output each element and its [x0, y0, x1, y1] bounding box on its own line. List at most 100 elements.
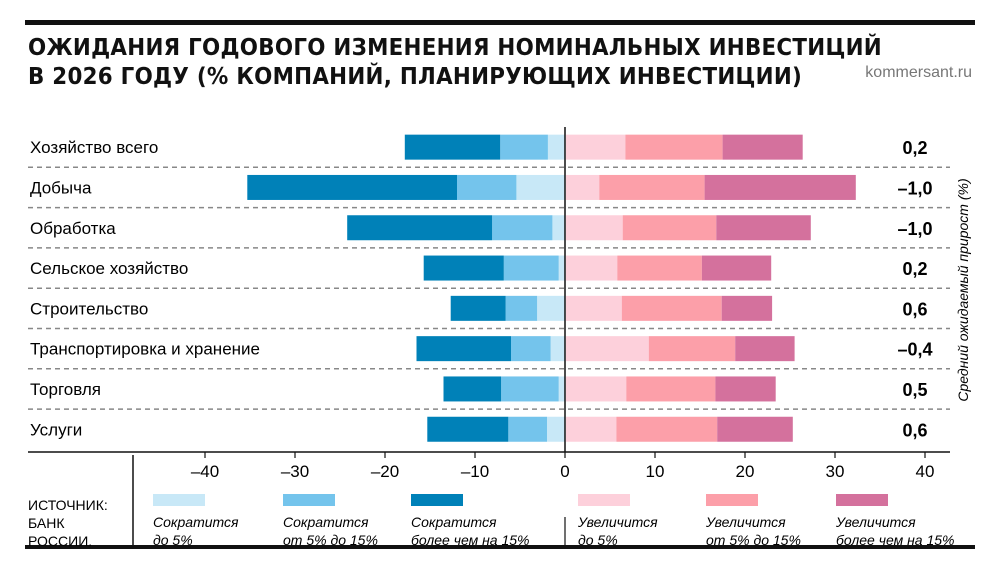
x-tick-label: –40 — [191, 462, 219, 481]
bar-segment — [617, 255, 702, 281]
source-text: БАНК — [28, 515, 65, 531]
bar-segment — [717, 416, 793, 442]
bar-segment — [450, 295, 506, 321]
average-value: 0,5 — [902, 380, 927, 400]
chart-title: ОЖИДАНИЯ ГОДОВОГО ИЗМЕНЕНИЯ НОМИНАЛЬНЫХ … — [28, 34, 882, 92]
x-tick-label: 10 — [646, 462, 665, 481]
bar-segment — [247, 174, 457, 200]
legend-label: Увеличится — [835, 514, 916, 530]
site-label: kommersant.ru — [865, 64, 972, 81]
bar-segment — [427, 416, 509, 442]
legend-label: Сократится — [283, 514, 369, 530]
bar-segment — [622, 215, 717, 241]
bar-segment — [722, 134, 803, 160]
x-tick-label: 0 — [560, 462, 569, 481]
category-label: Добыча — [30, 178, 92, 197]
top-rule — [25, 20, 975, 25]
bar-segment — [547, 416, 565, 442]
legend-label: Увеличится — [577, 514, 658, 530]
average-value: –0,4 — [897, 340, 932, 360]
average-value: 0,2 — [902, 259, 927, 279]
bar-segment — [423, 255, 504, 281]
category-label: Услуги — [30, 420, 82, 439]
bar-segment — [735, 336, 795, 362]
category-label: Торговля — [30, 380, 101, 399]
bar-segment — [558, 255, 565, 281]
bar-segment — [416, 336, 511, 362]
legend-label: более чем на 15% — [836, 532, 954, 548]
bar-segment — [704, 174, 856, 200]
x-tick-label: 20 — [736, 462, 755, 481]
bar-segment — [626, 376, 716, 402]
legend-swatch — [153, 494, 205, 506]
x-tick-label: –20 — [371, 462, 399, 481]
legend-swatch — [411, 494, 463, 506]
average-value: –1,0 — [897, 219, 932, 239]
average-value: 0,6 — [902, 420, 927, 440]
bar-segment — [492, 215, 553, 241]
legend-swatch — [578, 494, 630, 506]
bar-segment — [501, 376, 559, 402]
x-tick-label: 30 — [826, 462, 845, 481]
bar-segment — [503, 255, 559, 281]
bar-segment — [511, 336, 551, 362]
bar-segment — [500, 134, 548, 160]
bar-segment — [552, 215, 565, 241]
bar-segment — [566, 134, 626, 160]
source-text: ИСТОЧНИК: — [28, 497, 108, 513]
bar-segment — [558, 376, 565, 402]
bar-segment — [566, 376, 627, 402]
legend-swatch — [836, 494, 888, 506]
legend-label: от 5% до 15% — [706, 532, 801, 548]
average-value: –1,0 — [897, 178, 932, 198]
bar-segment — [621, 295, 722, 321]
category-label: Строительство — [30, 299, 148, 318]
title-line-1: ОЖИДАНИЯ ГОДОВОГО ИЗМЕНЕНИЯ НОМИНАЛЬНЫХ … — [28, 35, 882, 61]
legend-label: более чем на 15% — [411, 532, 529, 548]
bar-segment — [616, 416, 718, 442]
category-label: Транспортировка и хранение — [30, 340, 260, 359]
category-label: Обработка — [30, 219, 116, 238]
bar-segment — [599, 174, 705, 200]
bar-segment — [404, 134, 501, 160]
bar-segment — [566, 336, 649, 362]
bar-segment — [625, 134, 723, 160]
average-growth-label: Средний ожидаемый прирост (%) — [955, 178, 971, 401]
category-label: Сельское хозяйство — [30, 259, 188, 278]
bar-segment — [516, 174, 565, 200]
bar-segment — [721, 295, 773, 321]
source-text: РОССИИ. — [28, 533, 92, 549]
bar-segment — [505, 295, 538, 321]
legend-swatch — [706, 494, 758, 506]
legend-label: Сократится — [153, 514, 239, 530]
bar-segment — [566, 174, 600, 200]
bar-segment — [716, 215, 811, 241]
bar-segment — [566, 416, 617, 442]
bar-segment — [566, 215, 623, 241]
bar-segment — [566, 255, 618, 281]
legend-label: до 5% — [153, 532, 193, 548]
category-label: Хозяйство всего — [30, 138, 158, 157]
legend-label: от 5% до 15% — [283, 532, 378, 548]
legend-swatch — [283, 494, 335, 506]
title-line-2: В 2026 ГОДУ (% КОМПАНИЙ, ПЛАНИРУЮЩИХ ИНВ… — [28, 64, 803, 90]
bar-segment — [547, 134, 565, 160]
bar-segment — [508, 416, 547, 442]
bar-segment — [701, 255, 772, 281]
bar-segment — [537, 295, 565, 321]
average-value: 0,2 — [902, 138, 927, 158]
legend-label: Увеличится — [705, 514, 786, 530]
bar-segment — [347, 215, 493, 241]
bar-segment — [715, 376, 776, 402]
x-tick-label: –10 — [461, 462, 489, 481]
legend-label: Сократится — [411, 514, 497, 530]
bar-segment — [443, 376, 502, 402]
x-tick-label: 40 — [916, 462, 935, 481]
x-tick-label: –30 — [281, 462, 309, 481]
bottom-rule — [25, 545, 975, 549]
legend-label: до 5% — [578, 532, 618, 548]
bar-segment — [566, 295, 622, 321]
bar-segment — [550, 336, 565, 362]
average-value: 0,6 — [902, 299, 927, 319]
